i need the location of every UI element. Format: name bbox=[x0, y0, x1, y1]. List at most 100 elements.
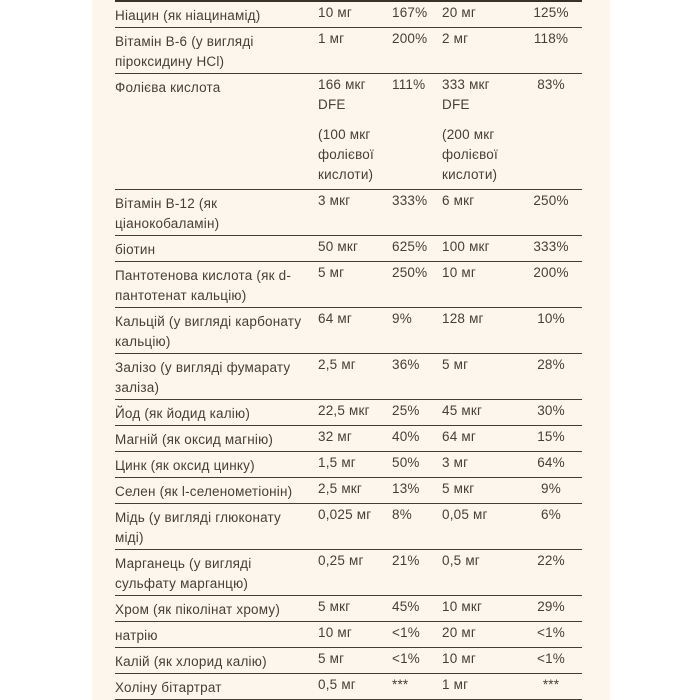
daily-value-serving-2: 333% bbox=[533, 239, 569, 254]
table-row: Фолієва кислота 166 мкг DFE (100 мкг фол… bbox=[115, 74, 582, 190]
nutrient-name: Залізо (у вигляді фумарату заліза) bbox=[115, 360, 291, 395]
nutrient-name: Селен (як l-селенометіонін) bbox=[115, 484, 293, 499]
amount-serving-2: 5 мкг bbox=[442, 479, 520, 499]
amount-serving-2-value: 6 мкг bbox=[442, 193, 475, 208]
table-row: натрію 10 мг <1% 20 мг <1% bbox=[115, 622, 582, 648]
amount-serving-1: 0,5 мг bbox=[318, 675, 392, 695]
amount-serving-2-value: 0,05 мг bbox=[442, 507, 488, 522]
amount-serving-2: 0,05 мг bbox=[442, 505, 520, 525]
amount-serving-2: 6 мкг bbox=[442, 191, 520, 211]
amount-serving-2: 45 мкг bbox=[442, 401, 520, 421]
supplement-facts-panel: Ніацин (як ніацинамід) 10 мг 167% 20 мг … bbox=[92, 0, 610, 700]
daily-value-serving-2: *** bbox=[542, 677, 560, 692]
amount-serving-1-value: 5 мкг bbox=[318, 599, 351, 614]
daily-value-serving-1: 40% bbox=[392, 429, 420, 444]
nutrient-name: Вітамін B-6 (у вигляді піроксидину HCl) bbox=[115, 34, 254, 69]
amount-serving-1: 0,025 мг bbox=[318, 505, 392, 525]
amount-serving-1-value: 1,5 мг bbox=[318, 455, 356, 470]
nutrient-name: Кальцій (у вигляді карбонату кальцію) bbox=[115, 314, 302, 349]
amount-serving-2-value: 5 мг bbox=[442, 357, 469, 372]
amount-serving-1: 5 мг bbox=[318, 263, 392, 283]
amount-serving-1: 5 мг bbox=[318, 649, 392, 669]
amount-serving-1: 1 мг bbox=[318, 29, 392, 49]
table-row: Мідь (у вигляді глюконату міді) 0,025 мг… bbox=[115, 504, 582, 550]
daily-value-serving-1: 625% bbox=[392, 239, 428, 254]
amount-serving-2-value: 3 мг bbox=[442, 455, 469, 470]
amount-serving-1-value: 10 мг bbox=[318, 5, 352, 20]
daily-value-serving-1: 21% bbox=[392, 553, 420, 568]
amount-serving-2: 2 мг bbox=[442, 29, 520, 49]
amount-serving-2-value: 128 мг bbox=[442, 311, 484, 326]
daily-value-serving-1: 111% bbox=[392, 77, 426, 92]
amount-serving-1: 2,5 мкг bbox=[318, 479, 392, 499]
amount-serving-1-value: 2,5 мг bbox=[318, 357, 356, 372]
amount-serving-2-value: 0,5 мг bbox=[442, 553, 480, 568]
amount-serving-1-value: 5 мг bbox=[318, 651, 345, 666]
amount-serving-1: 32 мг bbox=[318, 427, 392, 447]
amount-serving-2-value: 100 мкг bbox=[442, 239, 490, 254]
table-row: Пантотенова кислота (як d-пантотенат кал… bbox=[115, 262, 582, 308]
daily-value-serving-1: 167% bbox=[392, 5, 428, 20]
daily-value-serving-2: <1% bbox=[537, 651, 565, 666]
amount-serving-1-value: 50 мкг bbox=[318, 239, 359, 254]
amount-serving-1-value: 0,025 мг bbox=[318, 507, 372, 522]
amount-serving-2-value: 333 мкг DFE bbox=[442, 77, 490, 112]
amount-serving-2: 10 мг bbox=[442, 649, 520, 669]
amount-serving-2-value: 10 мг bbox=[442, 651, 476, 666]
amount-serving-1-value: 32 мг bbox=[318, 429, 352, 444]
amount-serving-2: 100 мкг bbox=[442, 237, 520, 257]
nutrient-name: натрію bbox=[115, 628, 158, 643]
table-row: Хром (як піколінат хрому) 5 мкг 45% 10 м… bbox=[115, 596, 582, 622]
table-row: Йод (як йодид калію) 22,5 мкг 25% 45 мкг… bbox=[115, 400, 582, 426]
daily-value-serving-2: 6% bbox=[541, 507, 561, 522]
nutrient-name: Холіну бітартрат bbox=[115, 680, 222, 695]
amount-serving-2-value: 20 мг bbox=[442, 625, 476, 640]
amount-serving-2: 10 мкг bbox=[442, 597, 520, 617]
daily-value-serving-1: 13% bbox=[392, 481, 420, 496]
table-row: Марганець (у вигляді сульфату марганцю) … bbox=[115, 550, 582, 596]
amount-serving-1: 2,5 мг bbox=[318, 355, 392, 375]
daily-value-serving-2: 30% bbox=[537, 403, 565, 418]
table-row: Вітамін B-12 (як ціанокобаламін) 3 мкг 3… bbox=[115, 190, 582, 236]
nutrient-name: Мідь (у вигляді глюконату міді) bbox=[115, 510, 282, 545]
daily-value-serving-2: <1% bbox=[537, 625, 565, 640]
table-row: Кальцій (у вигляді карбонату кальцію) 64… bbox=[115, 308, 582, 354]
amount-serving-2: 0,5 мг bbox=[442, 551, 520, 571]
amount-serving-2-value: 2 мг bbox=[442, 31, 469, 46]
daily-value-serving-1: 250% bbox=[392, 265, 428, 280]
daily-value-serving-2: 250% bbox=[533, 193, 569, 208]
amount-serving-2: 20 мг bbox=[442, 623, 520, 643]
daily-value-serving-1: 45% bbox=[392, 599, 420, 614]
nutrient-name: Калій (як хлорид калію) bbox=[115, 654, 267, 669]
nutrient-name: біотин bbox=[115, 242, 156, 257]
daily-value-serving-1: <1% bbox=[392, 651, 420, 666]
nutrient-name: Марганець (у вигляді сульфату марганцю) bbox=[115, 556, 252, 591]
amount-serving-2: 1 мг bbox=[442, 675, 520, 695]
daily-value-serving-1: 9% bbox=[392, 311, 412, 326]
daily-value-serving-1: <1% bbox=[392, 625, 420, 640]
nutrient-name: Ніацин (як ніацинамід) bbox=[115, 8, 261, 23]
amount-serving-2-value: 64 мг bbox=[442, 429, 476, 444]
amount-serving-1: 22,5 мкг bbox=[318, 401, 392, 421]
amount-serving-1-value: 1 мг bbox=[318, 31, 345, 46]
nutrient-name: Фолієва кислота bbox=[115, 80, 221, 95]
daily-value-serving-2: 28% bbox=[537, 357, 565, 372]
supplement-facts-table: Ніацин (як ніацинамід) 10 мг 167% 20 мг … bbox=[115, 0, 582, 700]
amount-serving-1-value: 64 мг bbox=[318, 311, 352, 326]
daily-value-serving-1: 25% bbox=[392, 403, 420, 418]
daily-value-serving-2: 9% bbox=[541, 481, 561, 496]
daily-value-serving-1: 50% bbox=[392, 455, 420, 470]
amount-serving-1: 10 мг bbox=[318, 623, 392, 643]
table-row: Магній (як оксид магнію) 32 мг 40% 64 мг… bbox=[115, 426, 582, 452]
amount-serving-1-value: 166 мкг DFE bbox=[318, 77, 366, 112]
table-row: Вітамін B-6 (у вигляді піроксидину HCl) … bbox=[115, 28, 582, 74]
amount-serving-2-value: 20 мг bbox=[442, 5, 476, 20]
amount-serving-1: 1,5 мг bbox=[318, 453, 392, 473]
table-row: Селен (як l-селенометіонін) 2,5 мкг 13% … bbox=[115, 478, 582, 504]
table-row: біотин 50 мкг 625% 100 мкг 333% bbox=[115, 236, 582, 262]
daily-value-serving-2: 10% bbox=[537, 311, 565, 326]
daily-value-serving-2: 200% bbox=[533, 265, 569, 280]
daily-value-serving-1: *** bbox=[392, 677, 409, 692]
table-row: Ніацин (як ніацинамід) 10 мг 167% 20 мг … bbox=[115, 2, 582, 28]
daily-value-serving-2: 118% bbox=[533, 31, 569, 46]
